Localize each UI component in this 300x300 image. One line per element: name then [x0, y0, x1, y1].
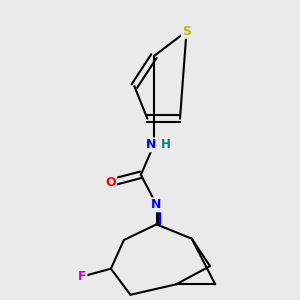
Text: S: S [182, 25, 191, 38]
Text: N: N [151, 198, 162, 211]
Text: O: O [106, 176, 116, 189]
Text: H: H [161, 138, 171, 151]
Text: N: N [146, 138, 157, 151]
Text: F: F [78, 270, 86, 283]
